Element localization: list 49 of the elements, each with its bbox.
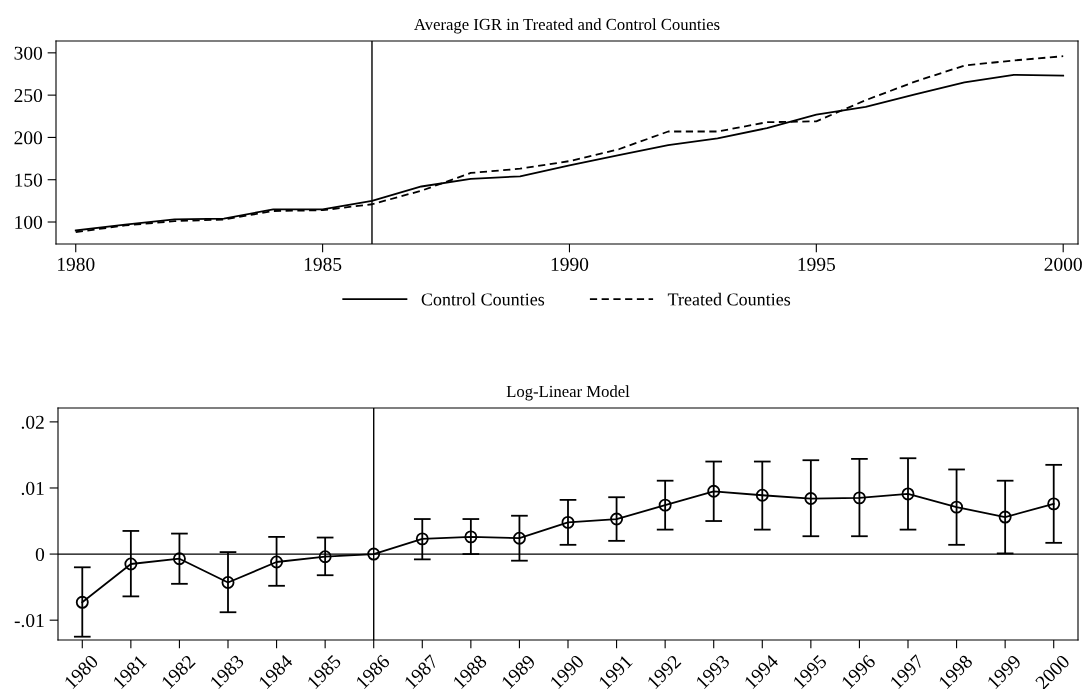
point	[512, 531, 526, 545]
point	[318, 550, 332, 564]
point	[901, 487, 915, 501]
chart-title: Log-Linear Model	[506, 385, 630, 401]
x-tick-label: 1989	[501, 654, 537, 689]
x-tick-label: 1985	[304, 257, 342, 271]
x-tick-label: 1993	[695, 654, 731, 689]
point	[172, 552, 186, 566]
point	[658, 498, 672, 512]
x-tick-label: 1992	[646, 654, 682, 689]
x-tick-label: 1980	[63, 654, 99, 689]
legend-label: Treated Counties	[667, 292, 791, 306]
point	[270, 555, 284, 569]
x-tick-label: 1981	[112, 654, 148, 689]
x-tick-label: 1980	[58, 257, 95, 271]
y-tick-label: 250	[14, 88, 43, 103]
y-tick-label: 100	[15, 215, 43, 229]
point	[124, 557, 138, 571]
y-tick-label: 150	[15, 173, 43, 187]
point	[221, 576, 235, 589]
chart-title: Average IGR in Treated and Control Counties	[414, 18, 720, 34]
x-tick-label: 1990	[551, 257, 589, 271]
x-tick-label: 1990	[549, 654, 585, 689]
point	[950, 500, 964, 514]
point	[707, 484, 721, 498]
y-tick-label: .02	[21, 415, 44, 429]
point	[367, 547, 381, 561]
x-tick-label: 1982	[161, 654, 196, 689]
point	[610, 512, 624, 526]
x-tick-label: 1991	[598, 654, 633, 689]
point	[998, 510, 1012, 524]
point	[561, 515, 575, 529]
point	[804, 492, 818, 506]
point	[415, 532, 429, 546]
y-tick-label: -.01	[14, 613, 44, 628]
x-tick-label: 2000	[1034, 654, 1071, 689]
point	[1047, 497, 1061, 511]
point	[852, 491, 866, 505]
y-tick-label: 300	[14, 46, 43, 60]
y-tick-label: .01	[21, 481, 44, 495]
x-tick-label: 1995	[798, 257, 836, 271]
legend-label: Control Counties	[421, 292, 545, 306]
y-tick-label: 200	[14, 131, 43, 145]
point	[75, 595, 89, 609]
x-tick-label: 2000	[1044, 257, 1082, 271]
y-tick-label: 0	[35, 547, 45, 562]
x-tick-label: 1999	[986, 654, 1022, 689]
point	[464, 530, 478, 544]
point	[755, 488, 769, 502]
